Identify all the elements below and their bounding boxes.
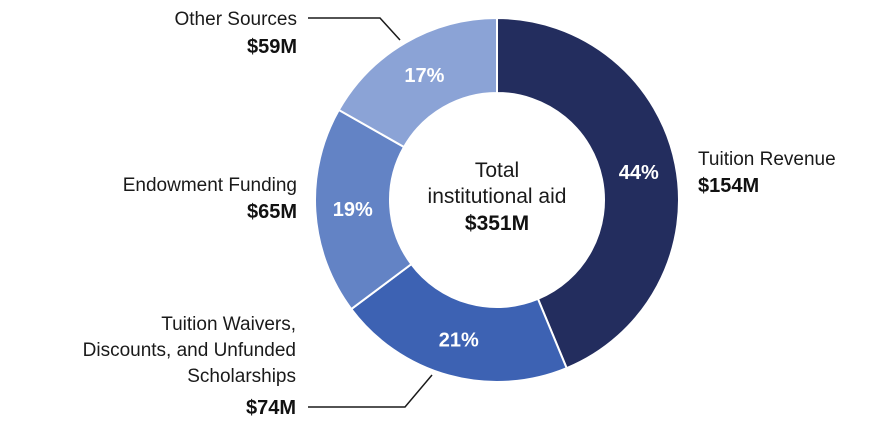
center-label-line2: institutional aid <box>428 185 567 208</box>
slice-value-tuition-waivers: $74M <box>246 397 296 419</box>
center-total-value: $351M <box>465 212 529 235</box>
slice-value-other-sources: $59M <box>247 36 297 58</box>
leader-line-other-sources <box>308 17 401 41</box>
slice-label-tuition-waivers-line1: Tuition Waivers, <box>161 314 296 335</box>
percent-label-other-sources: 17% <box>404 65 444 87</box>
percent-labels: 44% 21% 19% 17% <box>333 65 659 351</box>
percent-label-tuition-revenue: 44% <box>619 162 659 184</box>
center-label-line1: Total <box>475 159 519 182</box>
slice-label-tuition-waivers-line2: Discounts, and Unfunded <box>83 340 296 361</box>
donut-slices <box>314 16 680 383</box>
slice-tuition-revenue <box>496 16 680 370</box>
slice-value-endowment-funding: $65M <box>247 201 297 223</box>
percent-label-endowment-funding: 19% <box>333 199 373 221</box>
slice-label-endowment-funding: Endowment Funding <box>123 175 297 196</box>
slice-label-tuition-waivers-line3: Scholarships <box>187 366 296 387</box>
slice-tuition-waivers <box>349 262 568 383</box>
slice-value-tuition-revenue: $154M <box>698 175 759 197</box>
percent-label-tuition-waivers: 21% <box>439 329 479 351</box>
slice-other-sources <box>337 16 498 149</box>
slice-label-tuition-revenue: Tuition Revenue <box>698 149 836 170</box>
leader-line-tuition-waivers <box>308 374 433 408</box>
slice-label-other-sources: Other Sources <box>175 9 298 30</box>
